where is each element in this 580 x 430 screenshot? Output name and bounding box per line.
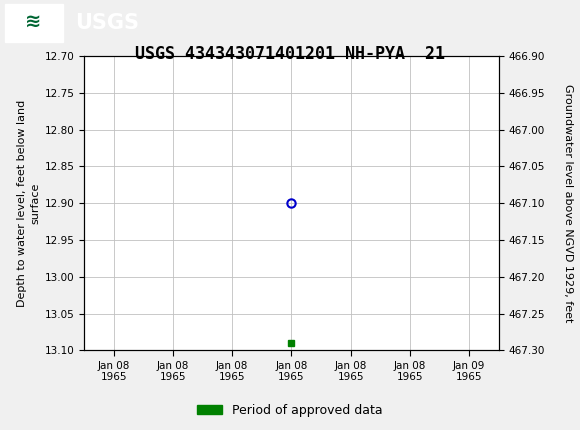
Text: ≋: ≋: [26, 12, 42, 31]
Legend: Period of approved data: Period of approved data: [192, 399, 388, 421]
Y-axis label: Depth to water level, feet below land
surface: Depth to water level, feet below land su…: [17, 100, 41, 307]
Text: USGS 434343071401201 NH-PYA  21: USGS 434343071401201 NH-PYA 21: [135, 45, 445, 63]
Y-axis label: Groundwater level above NGVD 1929, feet: Groundwater level above NGVD 1929, feet: [563, 84, 573, 322]
Text: USGS: USGS: [75, 12, 139, 33]
Bar: [5, 3, 63, 42]
